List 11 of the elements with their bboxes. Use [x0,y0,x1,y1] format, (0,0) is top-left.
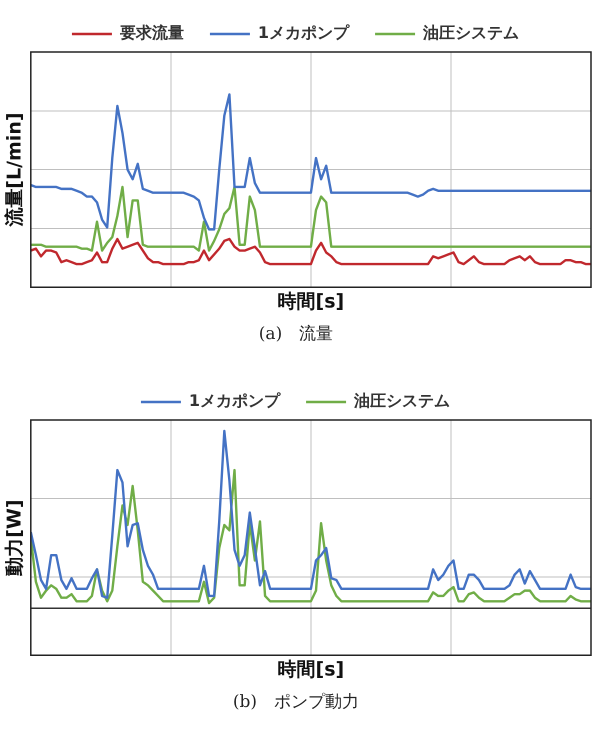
legend-label: 油圧システム [422,23,520,42]
x-axis-title: 時間[s] [278,290,344,313]
legend-label: 1メカポンプ [188,391,282,410]
text: (b) ポンプ動力 [232,691,360,713]
legend-label: 1メカポンプ [258,23,350,42]
x-axis-title: 時間[s] [278,658,344,681]
y-axis-title: 動力[W] [3,499,26,577]
text: (a) 流量 [258,323,334,345]
legend-label: 油圧システム [353,391,450,410]
y-axis-title: 流量[L/min] [3,112,26,228]
legend-label: 要求流量 [118,23,184,42]
